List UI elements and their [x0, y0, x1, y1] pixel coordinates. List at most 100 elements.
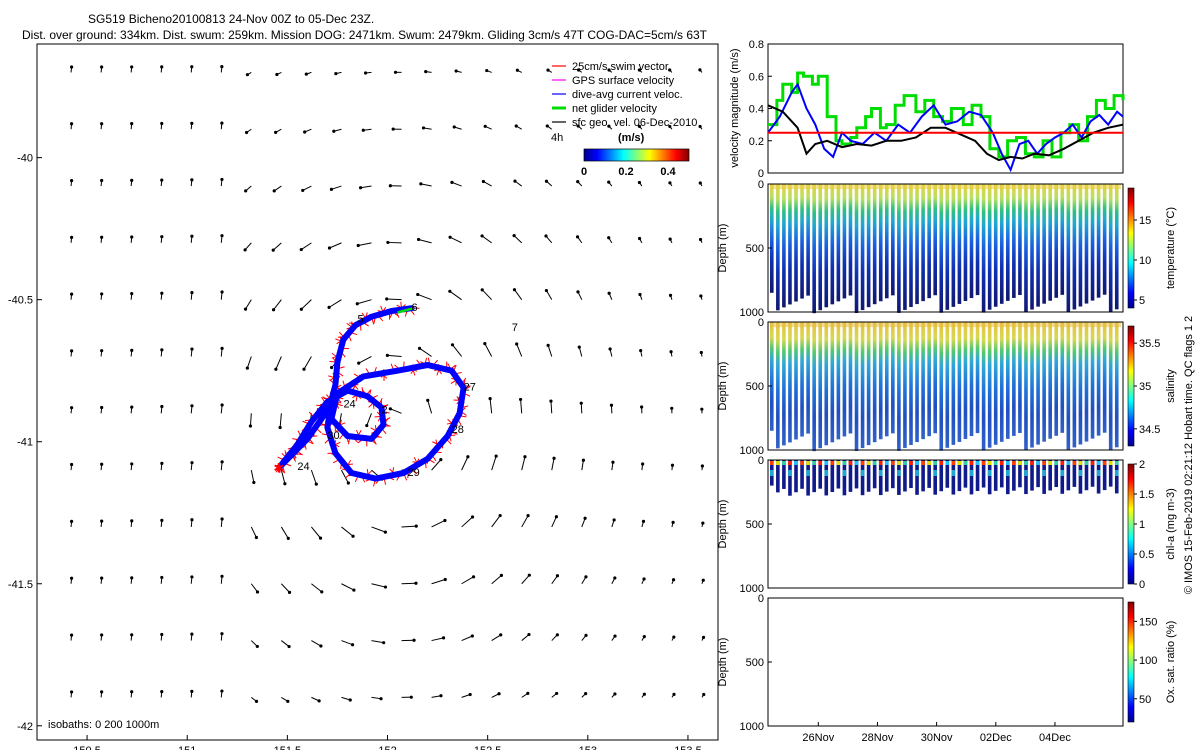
- profile-cast: [903, 322, 907, 448]
- current-vector-head: [608, 347, 612, 351]
- current-vector-head: [334, 72, 338, 76]
- surface-chl: [836, 461, 841, 465]
- profile-cast: [1090, 184, 1095, 301]
- isobath-annotation: isobaths: 0 200 1000m: [48, 719, 159, 731]
- current-vector: [431, 459, 442, 471]
- profile-cast: [939, 322, 944, 451]
- current-vector-head: [130, 178, 134, 182]
- current-vector-head: [286, 699, 290, 703]
- profile-cast: [806, 460, 810, 496]
- profile-cast: [782, 460, 786, 489]
- profile-cast: [933, 322, 937, 434]
- current-vector-head: [698, 181, 702, 185]
- map-xtick-label: 150.5: [73, 745, 101, 750]
- current-vector-head: [70, 519, 74, 523]
- profile-cast: [1006, 460, 1010, 495]
- current-vector: [371, 696, 382, 700]
- current-vector-head: [100, 349, 104, 353]
- section-ytick-label: 500: [746, 657, 764, 669]
- current-vector-head: [671, 520, 675, 524]
- surface-chl: [1114, 461, 1119, 465]
- current-vector-head: [220, 121, 224, 125]
- profile-cast: [981, 460, 986, 488]
- profile-cast: [1066, 322, 1071, 451]
- time-tick-label: 04Dec: [1039, 732, 1071, 744]
- current-vector: [386, 298, 402, 301]
- current-vector-head: [607, 68, 611, 72]
- current-vector: [419, 347, 432, 357]
- surface-chl: [866, 461, 871, 465]
- profile-cast: [848, 184, 853, 296]
- current-vector-head: [220, 574, 224, 578]
- current-vector-head: [329, 187, 334, 191]
- current-vector-head: [499, 633, 503, 637]
- profile-cast: [794, 322, 798, 440]
- current-vector: [390, 408, 402, 414]
- current-vector-head: [607, 236, 611, 240]
- current-vector-head: [642, 577, 646, 581]
- surface-chl: [951, 461, 956, 465]
- track-start-marker: ✱: [273, 460, 284, 475]
- current-vector-head: [494, 454, 498, 458]
- current-vector-head: [514, 124, 518, 128]
- profile-cast: [963, 184, 968, 301]
- profile-cast: [921, 184, 925, 302]
- current-vector-head: [100, 235, 104, 239]
- track-day-label: 6: [412, 302, 418, 314]
- profile-cast: [1036, 460, 1040, 488]
- current-vector-head: [448, 235, 452, 239]
- current-vector-head: [454, 69, 458, 73]
- current-vector: [451, 181, 462, 187]
- velocity-ylabel: velocity magnitude (m/s): [729, 48, 741, 167]
- profile-cast: [897, 322, 901, 451]
- profile-cast: [782, 184, 786, 308]
- current-vector-head: [421, 126, 426, 130]
- profile-cast: [866, 184, 871, 308]
- current-vector-head: [69, 65, 74, 69]
- current-vector-head: [546, 343, 550, 347]
- current-vector-head: [327, 305, 331, 309]
- current-vector: [427, 400, 433, 414]
- current-vector: [280, 526, 289, 539]
- current-vector: [246, 356, 252, 369]
- current-vector: [489, 398, 493, 414]
- profile-cast: [836, 184, 841, 302]
- time-tick-label: 28Nov: [862, 732, 894, 744]
- profile-cast: [891, 184, 895, 296]
- current-vector-head: [160, 65, 164, 69]
- current-vector-head: [220, 177, 224, 182]
- surface-chl: [860, 461, 865, 465]
- profile-cast: [927, 184, 931, 299]
- legend-label: GPS surface velocity: [572, 75, 675, 87]
- current-vector-head: [220, 234, 224, 238]
- profile-cast: [884, 184, 889, 299]
- current-vector: [484, 343, 493, 357]
- current-vector-head: [100, 178, 104, 183]
- profile-cast: [1078, 460, 1083, 494]
- current-vector-head: [640, 405, 644, 409]
- profile-cast: [1042, 460, 1046, 494]
- current-vector-head: [190, 632, 194, 636]
- current-vector-head: [575, 235, 580, 239]
- profile-cast: [812, 460, 816, 493]
- profile-cast: [1036, 322, 1040, 445]
- current-vector: [514, 289, 523, 300]
- current-vector: [481, 289, 493, 301]
- current-vector-head: [611, 460, 615, 464]
- profile-cast: [824, 322, 829, 446]
- current-vector: [449, 236, 462, 244]
- current-vector-head: [130, 235, 134, 239]
- current-vector-head: [69, 178, 74, 183]
- subsurface-chl: [1078, 470, 1083, 476]
- surface-chl: [921, 461, 925, 465]
- current-vector-head: [701, 578, 705, 582]
- track-day-label: 5: [357, 313, 363, 325]
- profile-cast: [776, 460, 780, 493]
- current-vector-head: [160, 632, 164, 637]
- current-vector-head: [299, 247, 303, 252]
- current-vector: [491, 575, 502, 585]
- surface-chl: [927, 461, 931, 465]
- profile-cast: [987, 460, 992, 495]
- profile-cast: [1060, 322, 1065, 433]
